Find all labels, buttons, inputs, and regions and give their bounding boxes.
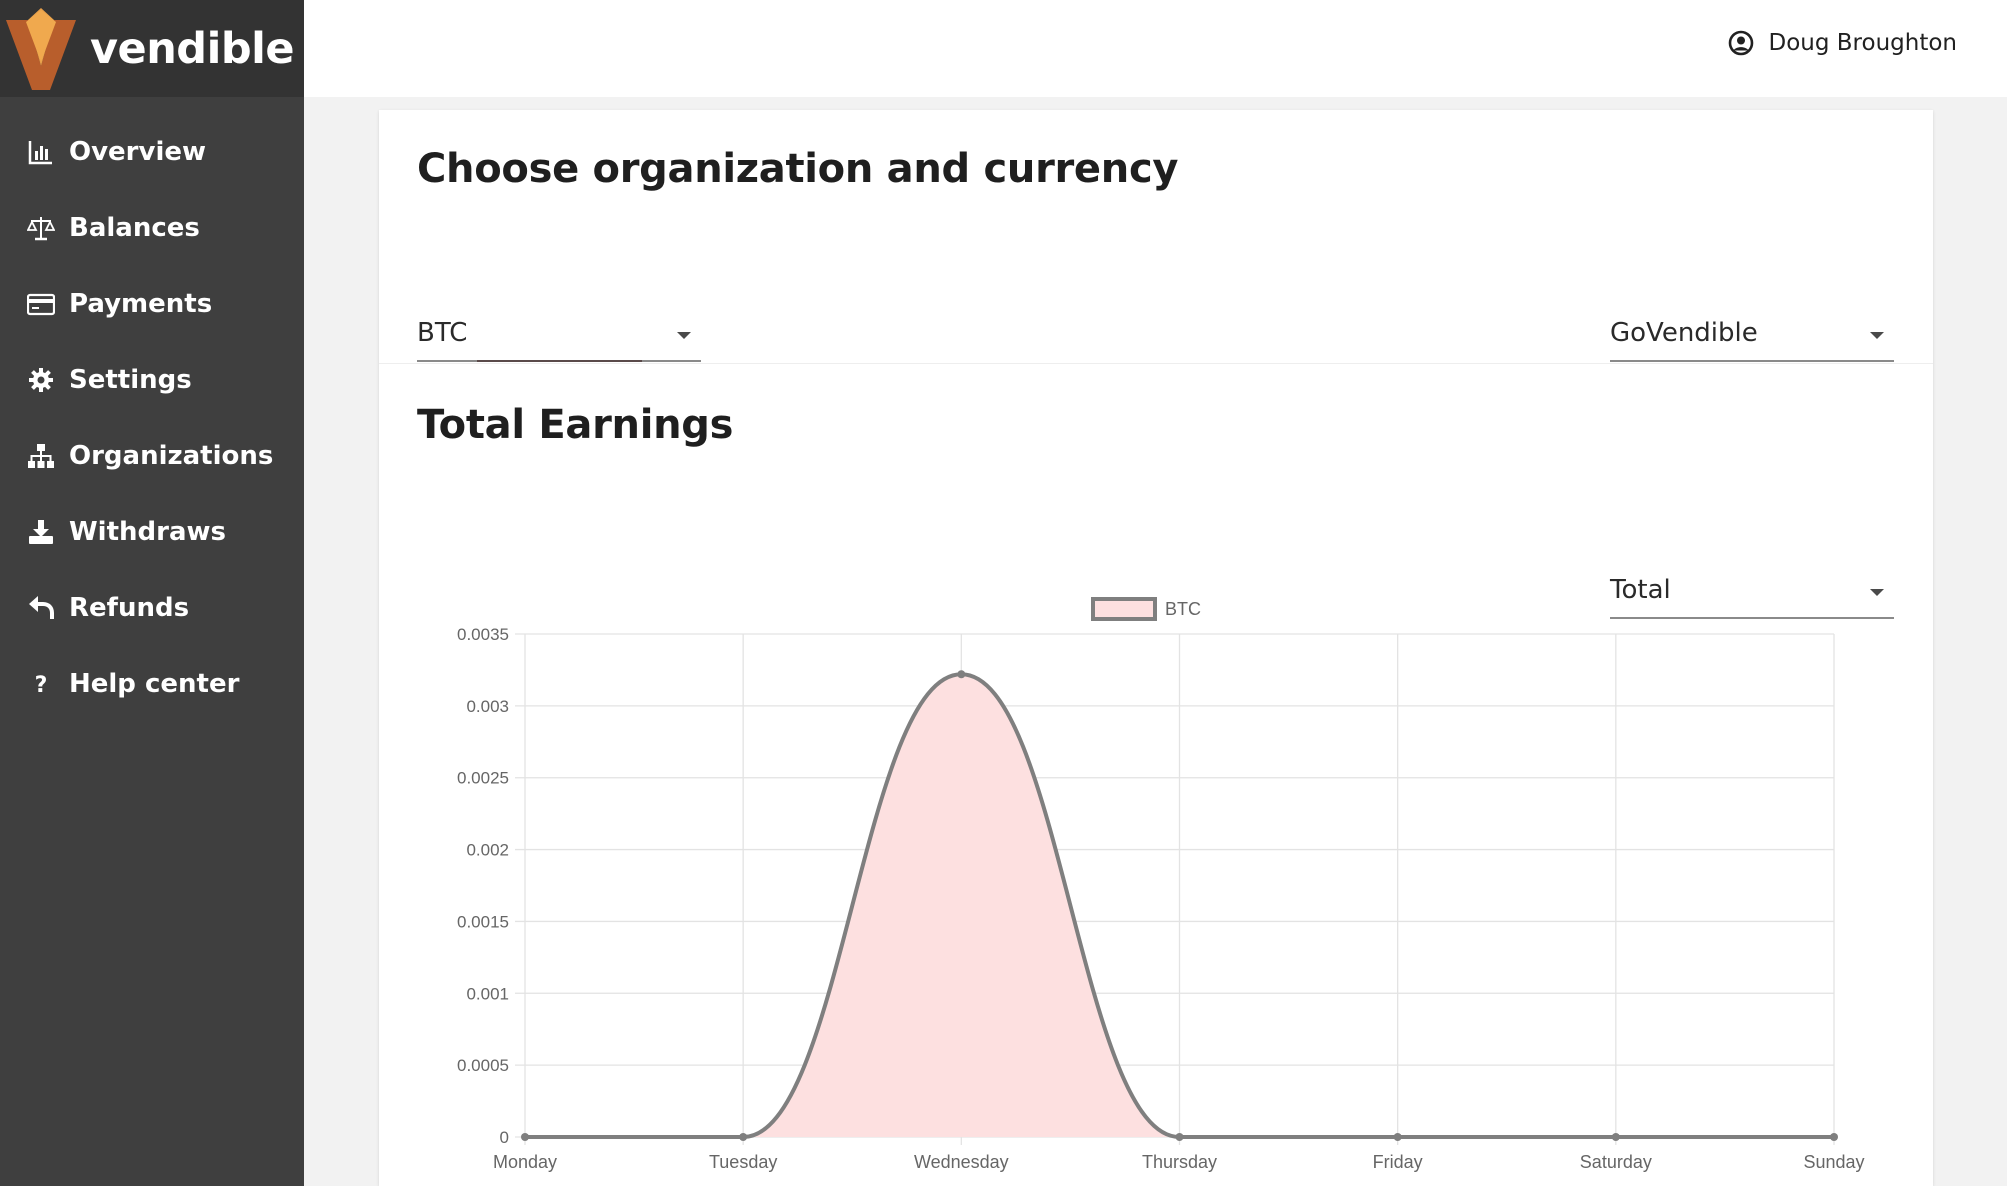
gear-icon [26,365,56,395]
sidebar-item-label: Refunds [69,593,190,623]
y-tick-label: 0.003 [466,697,509,716]
y-tick-label: 0.0025 [457,769,509,788]
currency-select[interactable]: BTC [417,310,701,362]
sidebar-item-label: Withdraws [69,517,227,547]
earnings-chart: 0 0.0005 0.001 0.0015 0.002 0.0025 0.003 0.0035… [457,597,1865,1172]
legend-label-btc: BTC [1165,599,1201,619]
reply-icon [26,593,56,623]
top-bar: Doug Broughton [304,0,2007,97]
sidebar-item-refunds[interactable]: Refunds [0,570,304,646]
sidebar-item-help-center[interactable]: ? Help center [0,646,304,722]
legend-swatch-btc [1091,597,1157,621]
period-select[interactable]: Total [1610,567,1894,619]
sidebar-item-payments[interactable]: Payments [0,266,304,342]
data-point [1611,1133,1620,1141]
chevron-down-icon [1870,589,1884,596]
organization-select[interactable]: GoVendible [1610,310,1894,362]
sidebar-item-settings[interactable]: Settings [0,342,304,418]
user-name: Doug Broughton [1768,30,1958,56]
y-tick-label: 0.001 [466,984,509,1003]
sidebar-item-organizations[interactable]: Organizations [0,418,304,494]
y-tick-label: 0.002 [466,841,509,860]
sidebar-item-label: Balances [69,213,200,243]
y-tick-label: 0.0015 [457,912,509,931]
y-tick-label: 0.0035 [457,625,509,644]
x-tick-label: Thursday [1142,1152,1217,1172]
x-tick-label: Tuesday [709,1152,777,1172]
data-point [739,1133,748,1141]
chevron-down-icon [677,332,691,339]
bar-chart-icon [26,137,56,167]
data-point [1175,1133,1184,1141]
x-tick-label: Saturday [1580,1152,1652,1172]
dashboard-card: Choose organization and currency BTC GoV… [379,110,1933,1186]
x-tick-label: Monday [493,1152,557,1172]
x-tick-label: Wednesday [914,1152,1009,1172]
x-tick-label: Friday [1373,1152,1423,1172]
y-tick-label: 0.0005 [457,1056,509,1075]
sidebar-item-label: Payments [69,289,213,319]
sidebar-item-label: Help center [69,669,240,699]
select-focus-underline [477,360,642,362]
data-point [957,670,966,679]
download-icon [26,517,56,547]
x-tick-label: Sunday [1803,1152,1864,1172]
org-currency-title: Choose organization and currency [417,146,1179,192]
sidebar-item-balances[interactable]: Balances [0,190,304,266]
sidebar-item-overview[interactable]: Overview [0,114,304,190]
section-divider [379,363,1933,364]
sidebar-item-label: Organizations [69,441,274,471]
series-line-btc [525,672,1834,1140]
credit-card-icon [26,289,56,319]
brand-name: vendible [90,23,295,74]
period-select-value: Total [1610,575,1671,605]
svg-text:?: ? [35,673,48,698]
sitemap-icon [26,441,56,471]
sidebar-item-label: Overview [69,137,207,167]
organization-select-value: GoVendible [1610,318,1758,348]
vendible-v-logo-icon [6,7,76,90]
chevron-down-icon [1870,332,1884,339]
sidebar-nav: Overview Balances Payments Settings Orga… [0,97,304,722]
sidebar-item-label: Settings [69,365,192,395]
data-point [1393,1133,1402,1141]
series-area-btc [525,674,1834,1137]
y-tick-label: 0 [500,1128,509,1147]
sidebar: vendible Overview Balances Payments Sett… [0,0,304,1186]
question-icon: ? [26,669,56,699]
total-earnings-title: Total Earnings [417,402,734,448]
brand[interactable]: vendible [0,0,304,97]
user-circle-icon [1728,30,1753,56]
scales-icon [26,213,56,243]
data-point [521,1133,529,1141]
sidebar-item-withdraws[interactable]: Withdraws [0,494,304,570]
user-menu[interactable]: Doug Broughton [1728,30,1958,56]
data-point [1830,1133,1838,1141]
currency-select-value: BTC [417,318,468,348]
